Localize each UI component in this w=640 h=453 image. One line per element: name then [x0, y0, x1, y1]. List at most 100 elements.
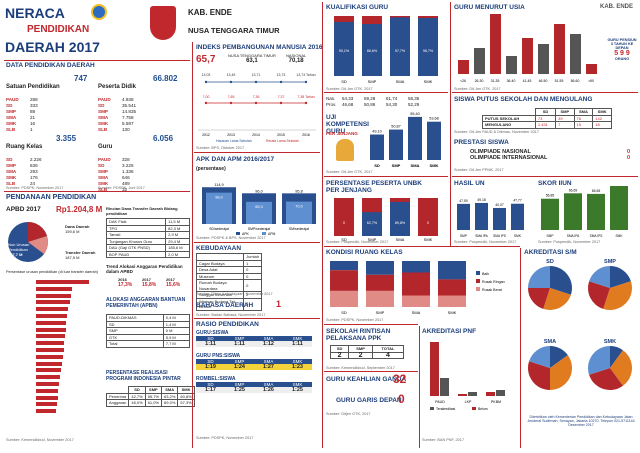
putus-v: 1.431 — [534, 121, 557, 129]
rasio-col: SD — [207, 382, 214, 387]
mini-bar-val: 56,85 — [546, 194, 555, 198]
persen-bar — [36, 320, 66, 325]
divider — [324, 324, 418, 325]
akred-slice — [550, 355, 572, 390]
data-section-title: DATA PENDIDIKAN DAERAH — [6, 62, 95, 69]
stat-value: 32 — [122, 187, 128, 192]
table-cell: BOP PAUD — [105, 250, 167, 258]
stat-label: SD — [6, 103, 13, 108]
stat-row: SMA 646 — [98, 175, 168, 181]
putus-r: MENGULANG — [482, 121, 536, 129]
ipm-top-label: 13,74 Tahun — [296, 73, 315, 77]
stat-row: PAUD 4.938 — [98, 97, 168, 103]
dana-label: Dana Daerah — [65, 224, 90, 229]
stat-value: 1 — [30, 127, 33, 132]
rasio-col: SMK — [292, 359, 303, 364]
apm-bar — [286, 201, 312, 224]
stat-row: SLB 130 — [98, 127, 168, 133]
garis-title: GURU GARIS DEPAN — [336, 397, 402, 404]
kelas-label: Ruang Kelas — [6, 144, 43, 150]
kondisi-seg — [438, 295, 466, 307]
kondisi-legend: Rusak Berat — [482, 288, 502, 292]
mini-bar-cat: SMA IPA — [567, 234, 580, 238]
apk-chart: 114,9 98,0 SD/sederajat 96,0 69,3 SMP/sederaj… — [202, 183, 316, 236]
divider — [419, 326, 420, 448]
akred-label: SMK — [604, 339, 616, 345]
mini-bar-cat: SMP — [460, 234, 467, 238]
persen-bar — [36, 314, 68, 318]
divider — [520, 248, 521, 448]
ipm-bot-label: 7,38 Tahun — [297, 95, 314, 99]
akred-label: SD — [546, 259, 554, 265]
stat-row: SMK 16 — [6, 121, 76, 127]
rasio-col: SMP — [234, 336, 245, 341]
apk-cat: SM/sederajat — [289, 227, 309, 231]
ukg-row-val: 46,68 — [342, 102, 354, 107]
unbk-chart: 0 SD 62,7% SMP 89,8% SMA 0 SMK — [334, 198, 438, 242]
mini-bar-val: 47,77 — [513, 199, 522, 203]
usia-bar — [570, 34, 581, 74]
prestasi-r1-label: OLIMPIADE NASIONAL — [470, 149, 531, 155]
ukg-title: UJI KOMPETENSI GURU — [326, 114, 369, 135]
satuan-list: PAUD 288 SD 333 SMP 88 SMA 21 SMK 16 SLB 1 — [6, 97, 96, 133]
ipm-chart: 13,03 7,00 2012 13,49 7,65 2013 13,71 7,36 2014 1… — [198, 73, 316, 142]
kual-bar — [390, 17, 410, 76]
ukg-val: 55,40 — [410, 112, 420, 116]
satuan-total: 747 — [74, 74, 88, 83]
rasio-values: 1:11 1:11 1:12 1:11 — [196, 341, 312, 347]
pnf-title: AKREDITASI PNF — [422, 328, 477, 335]
ipm-prov-value: 63,1 — [246, 58, 258, 64]
stat-value: 4.938 — [122, 97, 134, 102]
kual-label: 86,6% — [367, 49, 378, 53]
keahlian-title: GURU KEAHLIAN GANDA — [326, 376, 407, 383]
region-header: KAB. ENDE NUSA TENGGARA TIMUR — [150, 2, 320, 44]
mini-bar-cat: SMA IPS — [590, 234, 603, 238]
usia-cat: 31-35 — [491, 79, 500, 83]
stat-label: SMK — [98, 121, 109, 126]
pip-v: 69,0% — [161, 399, 179, 407]
table-cell: 7,7 M — [162, 340, 191, 348]
usia-bar — [506, 56, 517, 74]
pensiun-text: GURU PENSIUN 3 TAHUN KE DEPAN — [607, 38, 637, 50]
table-row: BOP PAUD 2,0 M — [105, 250, 190, 258]
kondisi-cat: SMK — [448, 310, 457, 315]
tut-wuri-logo — [91, 4, 107, 20]
kondisi-seg — [402, 272, 430, 296]
persen-bar — [36, 375, 60, 380]
mini-bar-cat: SMP — [547, 234, 554, 238]
rasio-col: SMP — [234, 382, 245, 387]
pnf-bar-akred — [468, 392, 477, 396]
rasio-val: 1:12 — [262, 341, 274, 347]
hasilun-source: Sumber: Puspendik, November 2017 — [454, 240, 517, 244]
rasio-val: 1:26 — [262, 387, 274, 393]
bahasa-value: 1 — [276, 299, 282, 309]
stat-value: 35.541 — [122, 103, 137, 108]
akred-slice — [529, 346, 550, 368]
kebudayaan-source: Sumber: Ditjen Kebudayaan, November 2017 — [196, 292, 273, 296]
rasio-val: 1:25 — [291, 387, 303, 393]
unbk-cat: SMA — [396, 237, 405, 242]
usia-source: Sumber: Dit.Jen GTK, 2017 — [454, 87, 501, 91]
usia-bar — [490, 14, 501, 74]
stat-row: SD 35.541 — [98, 103, 168, 109]
table-cell: 2,0 M — [165, 250, 190, 258]
rasio-block: GURU:SISWA SD SMP SMA SMK 1:11 1:11 1:12 1:11 GUR… — [196, 330, 312, 393]
guru-total: 6.056 — [153, 134, 174, 143]
persen-bar — [36, 402, 57, 407]
pnf-bar-akred — [496, 390, 505, 396]
table-cell: Warisan Budaya Tak Benda — [195, 297, 245, 311]
stat-label: SMA — [6, 115, 17, 120]
non-value: 857,7 M — [8, 252, 23, 257]
putus-table: SD SMP SMA SMK PUTUS SEKOLAH 73 39 76 142 MENGU… — [482, 108, 612, 129]
usia-cat: <26 — [460, 79, 466, 83]
pip-v: 42,7% — [128, 392, 146, 400]
ipm-title: INDEKS PEMBANGUNAN MANUSIA 2016 — [196, 44, 323, 51]
mini-bar — [457, 203, 470, 230]
persen-bar — [36, 395, 58, 400]
ppk-v: 2 — [329, 351, 350, 359]
stat-label: SLB — [98, 187, 108, 192]
usia-cat: 56-60 — [571, 79, 580, 83]
pnf-legend-swatch — [430, 407, 434, 410]
